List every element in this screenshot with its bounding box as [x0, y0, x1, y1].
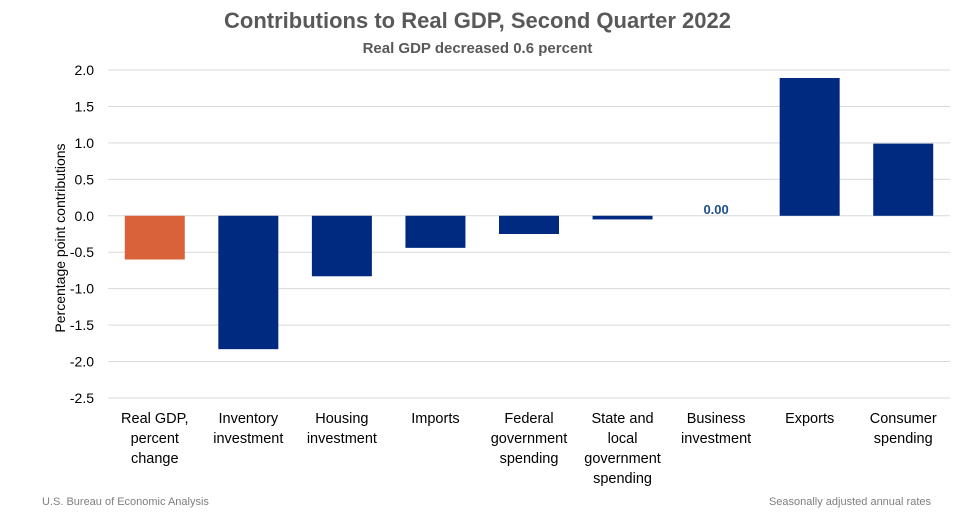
- bar: [124, 215, 185, 260]
- x-tick-label: Federal government spending: [490, 411, 568, 467]
- y-tick-label: -1.0: [70, 281, 94, 297]
- x-tick-label: Inventory investment: [213, 411, 284, 447]
- x-tick-label: Housing investment: [306, 411, 377, 447]
- y-tick-label: 1.5: [75, 98, 95, 114]
- bar: [405, 215, 466, 248]
- y-tick-label: -2.5: [70, 390, 94, 406]
- bar: [218, 215, 279, 350]
- y-tick-label: -2.0: [70, 354, 94, 370]
- chart-subtitle: Real GDP decreased 0.6 percent: [362, 40, 593, 57]
- x-tick-label: Imports: [411, 411, 460, 427]
- y-tick-label: 0.0: [75, 208, 95, 224]
- y-tick-label: -0.5: [70, 244, 94, 260]
- x-tick-label: Exports: [785, 411, 835, 427]
- bar: [499, 215, 559, 234]
- bar: [592, 215, 653, 220]
- x-tick-label: Consumer spending: [869, 411, 937, 447]
- chart-title: Contributions to Real GDP, Second Quarte…: [224, 8, 731, 33]
- bar: [311, 215, 372, 277]
- rate-note: Seasonally adjusted annual rates: [768, 496, 931, 508]
- source-note: U.S. Bureau of Economic Analysis: [42, 496, 209, 508]
- x-tick-label: Real GDP, percent change: [121, 411, 189, 467]
- data-label: 0.00: [703, 202, 728, 217]
- y-tick-label: 0.5: [75, 171, 95, 187]
- y-tick-label: 2.0: [75, 62, 95, 78]
- y-tick-label: 1.0: [75, 135, 95, 151]
- x-tick-label: State and local government spending: [584, 411, 661, 487]
- bar: [873, 143, 934, 216]
- x-tick-label: Business investment: [681, 411, 752, 447]
- bar: [779, 78, 840, 216]
- y-tick-label: -1.5: [70, 317, 94, 333]
